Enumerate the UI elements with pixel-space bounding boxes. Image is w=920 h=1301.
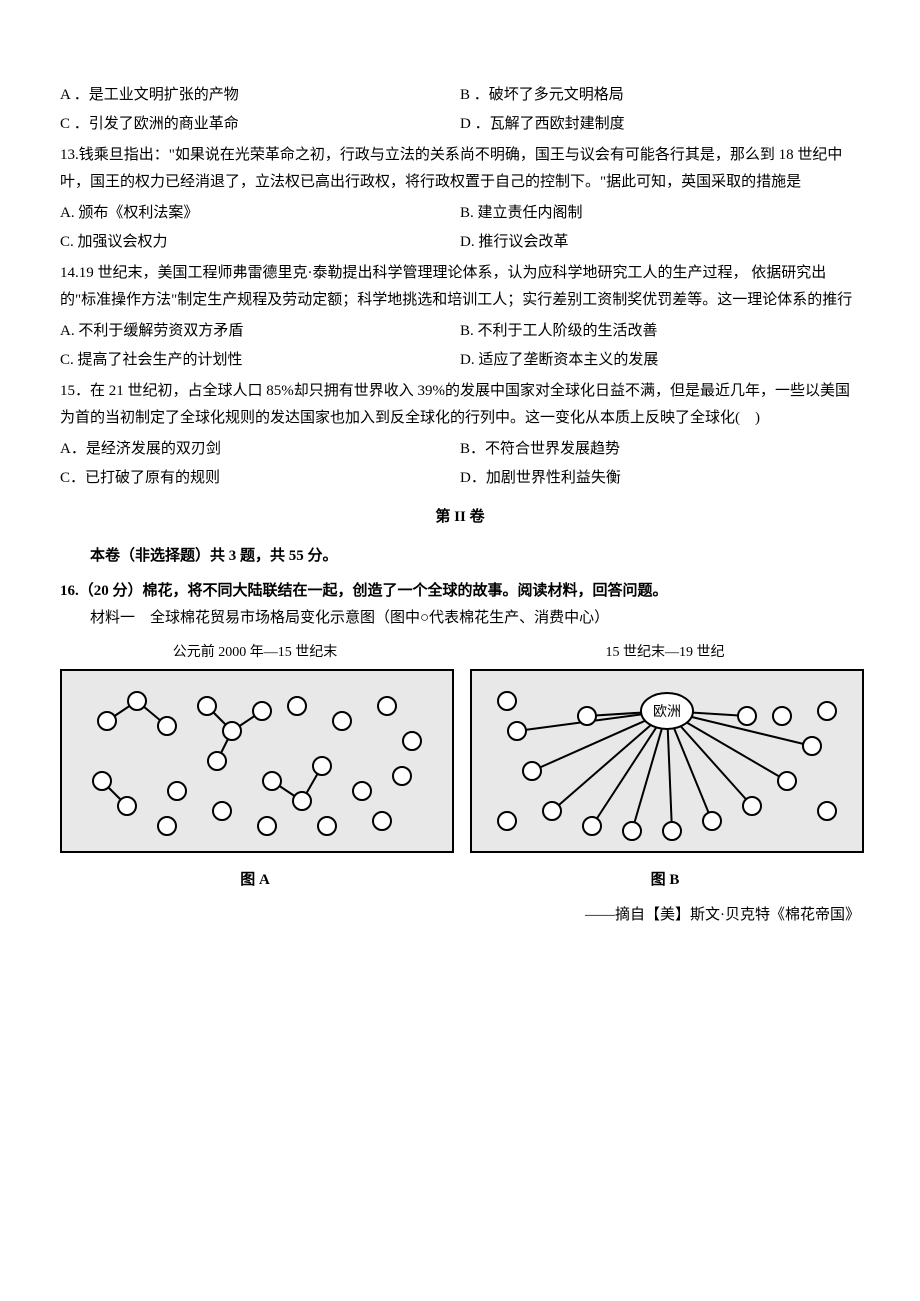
diagram-b-svg: 欧洲: [470, 669, 864, 853]
q14-options-row2: C. 提高了社会生产的计划性 D. 适应了垄断资本主义的发展: [60, 347, 860, 374]
q13-option-d: D. 推行议会改革: [460, 229, 860, 256]
q12-options-row1: A ．是工业文明扩张的产物 B ．破坏了多元文明格局: [60, 82, 860, 109]
q15-options-row1: A．是经济发展的双刃剑 B．不符合世界发展趋势: [60, 436, 860, 463]
diagram-a-title: 公元前 2000 年—15 世纪末: [60, 640, 450, 665]
q15-option-d: D．加剧世界性利益失衡: [460, 465, 860, 492]
q12-options-row2: C ．引发了欧洲的商业革命 D ．瓦解了西欧封建制度: [60, 111, 860, 138]
q15-options-row2: C．已打破了原有的规则 D．加剧世界性利益失衡: [60, 465, 860, 492]
diagram-container: 公元前 2000 年—15 世纪末: [60, 640, 860, 894]
diagram-a-svg: [60, 669, 454, 853]
q15-option-c: C．已打破了原有的规则: [60, 465, 460, 492]
q12-option-b: B ．破坏了多元文明格局: [460, 82, 860, 109]
diagram-b-label: 图 B: [470, 867, 860, 894]
q15-option-b: B．不符合世界发展趋势: [460, 436, 860, 463]
q14-option-a: A. 不利于缓解劳资双方矛盾: [60, 318, 460, 345]
diagram-b-title: 15 世纪末—19 世纪: [470, 640, 860, 665]
q15-option-a: A．是经济发展的双刃剑: [60, 436, 460, 463]
q15-text: 15．在 21 世纪初，占全球人口 85%却只拥有世界收入 39%的发展中国家对…: [60, 378, 860, 432]
q13-option-a: A. 颁布《权利法案》: [60, 200, 460, 227]
q12-option-a: A ．是工业文明扩张的产物: [60, 82, 460, 109]
q16-heading: 16.（20 分）棉花，将不同大陆联结在一起，创造了一个全球的故事。阅读材料，回…: [60, 578, 860, 605]
diagram-a-label: 图 A: [60, 867, 450, 894]
q12-option-c: C ．引发了欧洲的商业革命: [60, 111, 460, 138]
q14-options-row1: A. 不利于缓解劳资双方矛盾 B. 不利于工人阶级的生活改善: [60, 318, 860, 345]
diagram-a-box: 公元前 2000 年—15 世纪末: [60, 640, 450, 894]
q13-options-row2: C. 加强议会权力 D. 推行议会改革: [60, 229, 860, 256]
diagram-b-center-label: 欧洲: [653, 704, 681, 720]
section2-note: 本卷（非选择题）共 3 题，共 55 分。: [60, 543, 860, 570]
q13-text: 13.钱乘旦指出："如果说在光荣革命之初，行政与立法的关系尚不明确，国王与议会有…: [60, 142, 860, 196]
q14-option-c: C. 提高了社会生产的计划性: [60, 347, 460, 374]
q14-option-b: B. 不利于工人阶级的生活改善: [460, 318, 860, 345]
section2-title: 第 II 卷: [60, 504, 860, 531]
q16-material-label: 材料一 全球棉花贸易市场格局变化示意图（图中○代表棉花生产、消费中心）: [60, 605, 860, 632]
q12-option-d: D ．瓦解了西欧封建制度: [460, 111, 860, 138]
diagram-b-box: 15 世纪末—19 世纪: [470, 640, 860, 894]
q16-citation: ——摘自【美】斯文·贝克特《棉花帝国》: [60, 902, 860, 929]
q13-options-row1: A. 颁布《权利法案》 B. 建立责任内阁制: [60, 200, 860, 227]
q14-text: 14.19 世纪末，美国工程师弗雷德里克·泰勒提出科学管理理论体系，认为应科学地…: [60, 260, 860, 314]
q14-option-d: D. 适应了垄断资本主义的发展: [460, 347, 860, 374]
q13-option-b: B. 建立责任内阁制: [460, 200, 860, 227]
q13-option-c: C. 加强议会权力: [60, 229, 460, 256]
